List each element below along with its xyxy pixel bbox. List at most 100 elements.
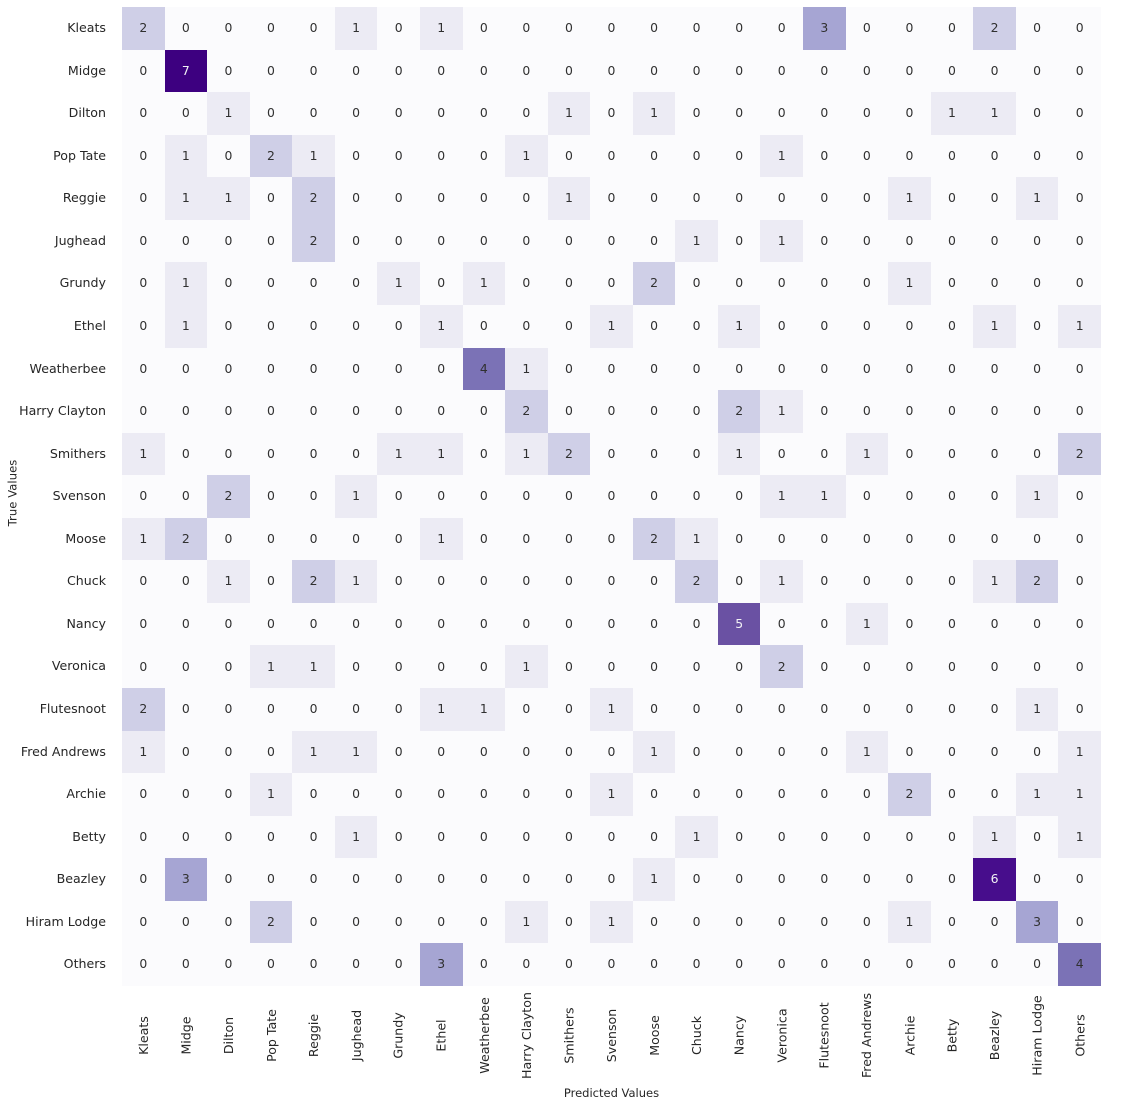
heatmap-cell: 0 bbox=[122, 858, 165, 901]
heatmap-cell: 0 bbox=[888, 560, 931, 603]
heatmap-cell: 0 bbox=[462, 134, 506, 178]
heatmap-cell: 0 bbox=[377, 602, 420, 646]
heatmap-cell: 2 bbox=[249, 900, 293, 944]
heatmap-cell: 0 bbox=[122, 134, 165, 178]
heatmap-cell: 0 bbox=[632, 49, 676, 93]
x-tick-label: Fred Andrews bbox=[846, 990, 889, 1082]
heatmap-cell: 0 bbox=[505, 858, 548, 901]
heatmap-cell: 0 bbox=[590, 943, 633, 986]
heatmap-cell: 1 bbox=[419, 688, 463, 731]
x-tick-label: Veronica bbox=[760, 990, 803, 1082]
heatmap-cell: 0 bbox=[292, 773, 335, 816]
heatmap-cell: 0 bbox=[505, 92, 548, 135]
x-tick-label-text: Others bbox=[1072, 1014, 1088, 1057]
heatmap-cell: 0 bbox=[207, 602, 250, 646]
heatmap-cell: 0 bbox=[717, 730, 761, 774]
x-tick-label: Others bbox=[1058, 990, 1101, 1082]
heatmap-cell: 0 bbox=[845, 560, 889, 603]
heatmap-cell: 0 bbox=[1058, 475, 1101, 518]
heatmap-cell: 1 bbox=[632, 730, 676, 774]
heatmap-cell: 0 bbox=[505, 475, 548, 518]
heatmap-cell: 0 bbox=[419, 773, 463, 816]
heatmap-cell: 0 bbox=[803, 858, 846, 901]
heatmap-cell: 1 bbox=[973, 304, 1016, 348]
heatmap-cell: 1 bbox=[207, 560, 250, 603]
heatmap-cell: 0 bbox=[292, 262, 335, 305]
heatmap-cell: 0 bbox=[973, 347, 1016, 391]
heatmap-cell: 0 bbox=[590, 262, 633, 305]
heatmap-cell: 0 bbox=[249, 177, 293, 220]
y-tick-label: Reggie bbox=[62, 190, 106, 206]
heatmap-cell: 1 bbox=[675, 517, 718, 561]
heatmap-cell: 0 bbox=[632, 900, 676, 944]
y-tick-label: Svenson bbox=[52, 488, 106, 504]
heatmap-cell: 0 bbox=[505, 262, 548, 305]
heatmap-cell: 0 bbox=[845, 177, 889, 220]
heatmap-cell: 0 bbox=[1015, 134, 1059, 178]
heatmap-cell: 0 bbox=[675, 773, 718, 816]
heatmap-cell: 1 bbox=[505, 900, 548, 944]
x-tick-label-text: Jughead bbox=[348, 1009, 364, 1062]
heatmap-cell: 0 bbox=[122, 943, 165, 986]
x-tick-label: Hiram Lodge bbox=[1016, 990, 1059, 1082]
heatmap-cell: 0 bbox=[845, 262, 889, 305]
heatmap-cell: 0 bbox=[505, 730, 548, 774]
heatmap-cell: 0 bbox=[462, 475, 506, 518]
heatmap-cell: 1 bbox=[888, 177, 931, 220]
heatmap-cell: 0 bbox=[462, 432, 506, 476]
heatmap-cell: 0 bbox=[845, 517, 889, 561]
heatmap-cell: 1 bbox=[1015, 688, 1059, 731]
heatmap-cell: 0 bbox=[547, 134, 591, 178]
heatmap-cell: 1 bbox=[760, 219, 803, 263]
heatmap-cell: 1 bbox=[845, 730, 889, 774]
heatmap-cell: 0 bbox=[122, 602, 165, 646]
heatmap-cell: 0 bbox=[462, 815, 506, 859]
heatmap-cell: 0 bbox=[590, 730, 633, 774]
heatmap-cell: 0 bbox=[632, 219, 676, 263]
heatmap-cell: 1 bbox=[164, 304, 208, 348]
heatmap-cell: 2 bbox=[888, 773, 931, 816]
x-tick-label-text: Fred Andrews bbox=[859, 992, 875, 1079]
heatmap-cell: 2 bbox=[164, 517, 208, 561]
heatmap-cell: 0 bbox=[122, 815, 165, 859]
heatmap-cell: 0 bbox=[122, 92, 165, 135]
heatmap-cell: 0 bbox=[930, 773, 974, 816]
heatmap-cell: 1 bbox=[888, 900, 931, 944]
heatmap-cell: 0 bbox=[419, 560, 463, 603]
heatmap-cell: 0 bbox=[164, 560, 208, 603]
heatmap-cell: 0 bbox=[888, 602, 931, 646]
heatmap-cell: 0 bbox=[888, 432, 931, 476]
heatmap-cell: 0 bbox=[675, 432, 718, 476]
heatmap-cell: 0 bbox=[717, 262, 761, 305]
heatmap-cell: 3 bbox=[419, 943, 463, 986]
heatmap-cell: 0 bbox=[505, 560, 548, 603]
heatmap-cell: 0 bbox=[462, 858, 506, 901]
heatmap-cell: 0 bbox=[164, 602, 208, 646]
heatmap-cell: 0 bbox=[888, 730, 931, 774]
heatmap-cell: 0 bbox=[462, 304, 506, 348]
heatmap-cell: 0 bbox=[462, 92, 506, 135]
heatmap-cell: 0 bbox=[249, 7, 293, 50]
heatmap-cell: 0 bbox=[803, 645, 846, 688]
heatmap-cell: 0 bbox=[547, 304, 591, 348]
heatmap-cell: 0 bbox=[164, 730, 208, 774]
heatmap-cell: 0 bbox=[547, 645, 591, 688]
heatmap-cell: 0 bbox=[122, 49, 165, 93]
heatmap-cell: 0 bbox=[505, 219, 548, 263]
heatmap-cell: 0 bbox=[505, 304, 548, 348]
heatmap-cell: 1 bbox=[377, 262, 420, 305]
y-tick-label: Pop Tate bbox=[53, 147, 106, 163]
x-axis-title: Predicted Values bbox=[563, 1086, 660, 1100]
heatmap-cell: 0 bbox=[717, 134, 761, 178]
heatmap-cell: 0 bbox=[377, 304, 420, 348]
heatmap-cell: 0 bbox=[164, 92, 208, 135]
heatmap-cell: 0 bbox=[590, 645, 633, 688]
heatmap-cell: 0 bbox=[973, 134, 1016, 178]
heatmap-cell: 0 bbox=[590, 134, 633, 178]
y-tick-label: Grundy bbox=[59, 275, 106, 291]
heatmap-cell: 0 bbox=[377, 475, 420, 518]
heatmap-cell: 0 bbox=[1058, 134, 1101, 178]
heatmap-cell: 0 bbox=[547, 730, 591, 774]
